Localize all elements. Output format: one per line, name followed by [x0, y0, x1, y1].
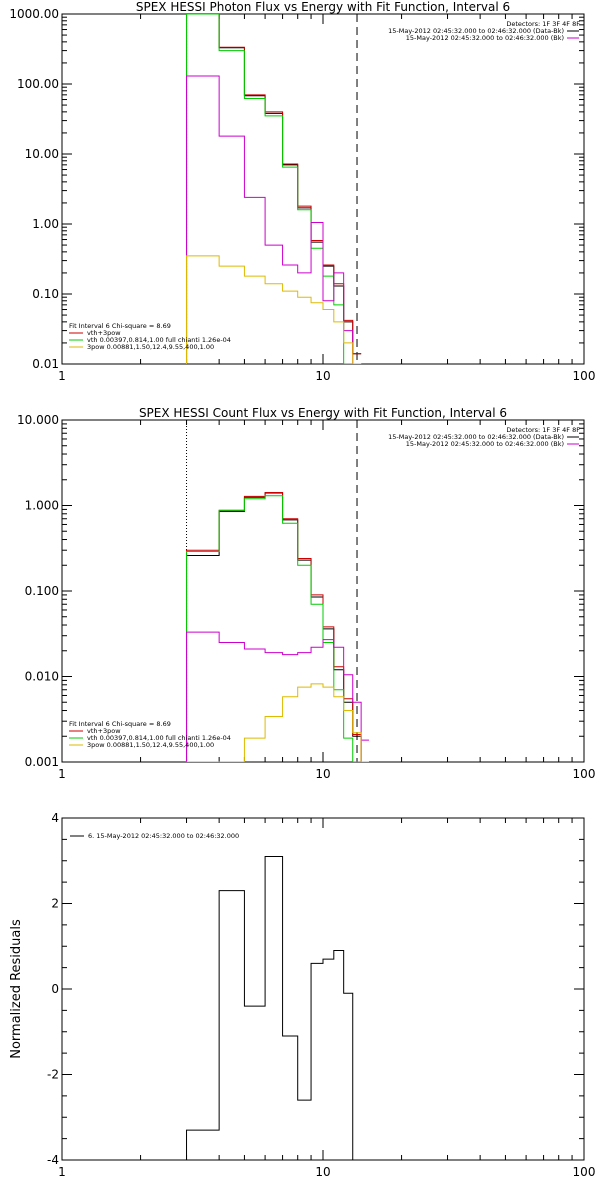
- x-tick-label: 1: [58, 369, 66, 383]
- legend-entry-text: 3pow 0.00881,1.50,12.4,9.55,400,1.00: [87, 343, 214, 351]
- legend-entry-text: 15-May-2012 02:45:32.000 to 02:46:32.000…: [388, 27, 564, 35]
- y-tick-label: 4: [51, 811, 59, 825]
- series-line-0: [186, 855, 362, 1160]
- series-line-0: [186, 492, 369, 762]
- y-tick-label: 10.00: [25, 147, 59, 161]
- y-axis: 0.001 0.010 0.100 1.000 10.000: [17, 413, 584, 769]
- series-line-4: [186, 255, 362, 364]
- series-line-2: [186, 495, 369, 762]
- series-group: [186, 14, 362, 364]
- y-tick-label: -4: [47, 1153, 59, 1167]
- x-tick-label: 10: [315, 369, 330, 383]
- plot-frame: [61, 419, 585, 763]
- legend-entry-text: 3pow 0.00881,1.50,12.4,9.55,400,1.00: [87, 741, 214, 749]
- y-tick-label: 1000.00: [9, 7, 59, 21]
- x-tick-label: 100: [573, 369, 596, 383]
- chart-title: SPEX HESSI Count Flux vs Energy with Fit…: [139, 406, 507, 420]
- series-line-2: [186, 14, 362, 364]
- detectors-label: Detectors: 1F 3F 4F 8F: [506, 426, 580, 434]
- x-tick-label: 100: [573, 767, 596, 781]
- x-tick-label: 1: [58, 1165, 66, 1179]
- legend-entry-text: 6. 15-May-2012 02:45:32.000 to 02:46:32.…: [88, 832, 239, 840]
- legend-entry-text: vth+3pow: [87, 329, 121, 337]
- y-tick-label: 1.00: [32, 217, 59, 231]
- x-tick-label: 100: [573, 1165, 596, 1179]
- y-axis-label: Normalized Residuals: [9, 919, 24, 1059]
- y-tick-label: 0: [51, 982, 59, 996]
- series-line-1: [186, 491, 369, 762]
- x-tick-label: 10: [315, 1165, 330, 1179]
- series-line-3: [186, 631, 369, 762]
- residuals-chart: 1 10 100 -4 -2 0 2 4 Normalized Residuals 6. 15-M…: [9, 811, 595, 1179]
- series-line-4: [186, 683, 369, 762]
- detectors-label: Detectors: 1F 3F 4F 8F: [506, 20, 580, 28]
- x-tick-label: 10: [315, 767, 330, 781]
- count-flux-chart: SPEX HESSI Count Flux vs Energy with Fit…: [17, 406, 595, 781]
- plot-frame: [61, 817, 585, 1161]
- y-tick-label: 100.00: [17, 77, 59, 91]
- series-line-3: [186, 75, 362, 364]
- series-line-0: [186, 14, 362, 364]
- fit-summary-label: Fit Interval 6 Chi-square = 8.69: [69, 720, 171, 728]
- series-group: [186, 491, 369, 762]
- y-tick-label: 1.000: [25, 499, 59, 513]
- x-tick-label: 1: [58, 767, 66, 781]
- x-axis: 1 10 100: [58, 818, 595, 1179]
- y-tick-label: 0.100: [25, 584, 59, 598]
- chart-title: SPEX HESSI Photon Flux vs Energy with Fi…: [136, 0, 510, 14]
- y-axis: -4 -2 0 2 4: [47, 811, 584, 1167]
- y-tick-label: 0.10: [32, 287, 59, 301]
- legend-entry-text: 15-May-2012 02:45:32.000 to 02:46:32.000…: [406, 34, 564, 42]
- legend-entry-text: vth 0.00397,0.814,1.00 full chianti 1.26…: [87, 336, 231, 344]
- y-tick-label: 0.01: [32, 357, 59, 371]
- y-axis: 0.01 0.10 1.00 10.00 100.00 1000.00: [9, 7, 584, 371]
- y-tick-label: 10.000: [17, 413, 59, 427]
- legend-entry-text: vth+3pow: [87, 727, 121, 735]
- y-tick-label: 0.010: [25, 670, 59, 684]
- legend-entry-text: vth 0.00397,0.814,1.00 full chianti 1.26…: [87, 734, 231, 742]
- fit-summary-label: Fit Interval 6 Chi-square = 8.69: [69, 322, 171, 330]
- y-tick-label: 0.001: [25, 755, 59, 769]
- photon-flux-chart: SPEX HESSI Photon Flux vs Energy with Fi…: [9, 0, 595, 383]
- y-tick-label: 2: [51, 897, 59, 911]
- series-line-1: [186, 14, 362, 364]
- y-tick-label: -2: [47, 1068, 59, 1082]
- legend-entry-text: 15-May-2012 02:45:32.000 to 02:46:32.000…: [406, 440, 564, 448]
- plot-frame: [61, 13, 585, 365]
- series-group: [186, 855, 362, 1160]
- legend-entry-text: 15-May-2012 02:45:32.000 to 02:46:32.000…: [388, 433, 564, 441]
